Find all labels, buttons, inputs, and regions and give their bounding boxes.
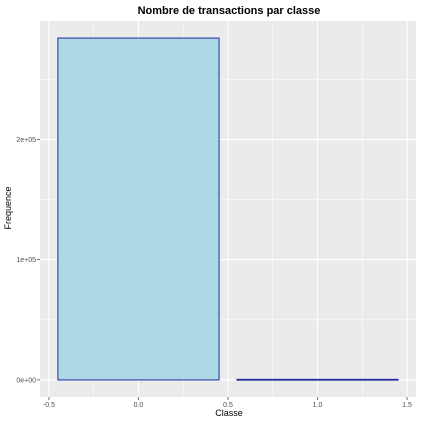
x-tick-label: 1.0 xyxy=(313,402,323,409)
x-axis-title: Classe xyxy=(215,408,243,418)
y-tick-label: 1e+05 xyxy=(16,257,36,264)
y-tick-label: 2e+05 xyxy=(16,137,36,144)
chart-title: Nombre de transactions par classe xyxy=(138,5,321,17)
x-tick-label: 0.0 xyxy=(134,402,144,409)
y-tick-label: 0e+00 xyxy=(16,377,36,384)
x-axis: -0.5 0.0 0.5 1.0 1.5 xyxy=(43,397,412,409)
x-tick-label: 1.5 xyxy=(402,402,412,409)
bars xyxy=(57,37,399,381)
x-tick-label: -0.5 xyxy=(43,402,55,409)
bar-0 xyxy=(57,37,220,381)
y-axis: 0e+00 1e+05 2e+05 xyxy=(16,137,40,384)
x-tick-label: 0.5 xyxy=(223,402,233,409)
bar-1 xyxy=(236,378,399,381)
y-axis-title: Frequence xyxy=(3,186,13,229)
